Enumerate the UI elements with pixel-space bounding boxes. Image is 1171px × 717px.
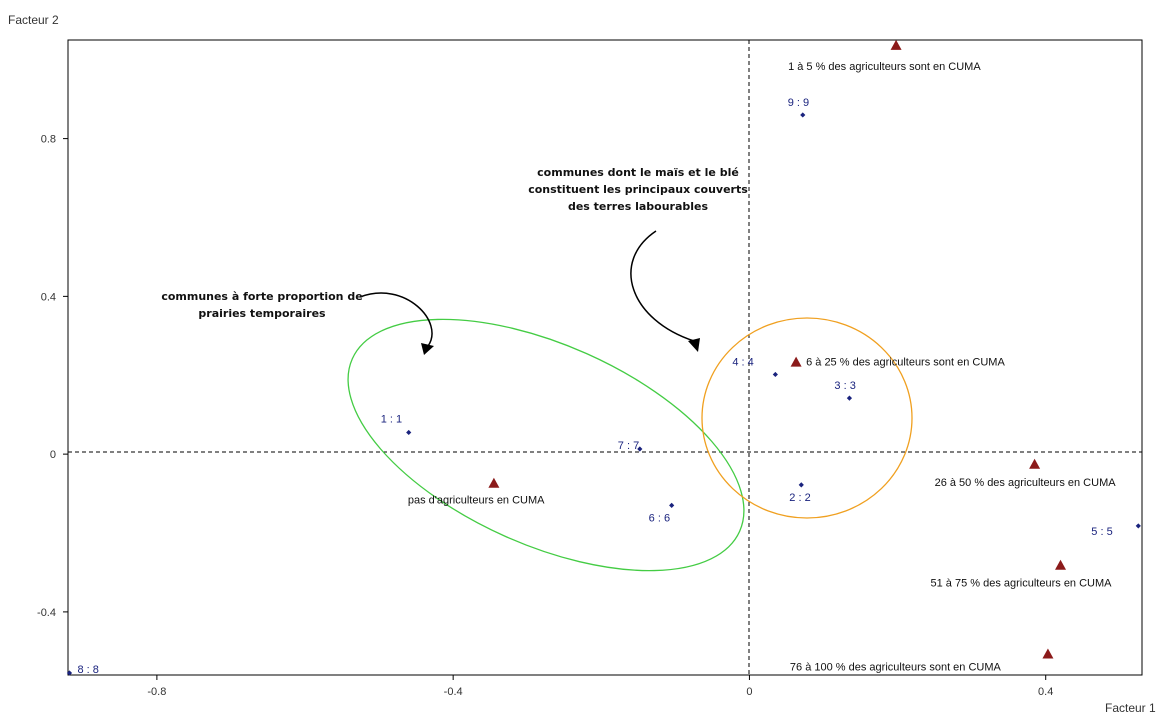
modality-marker bbox=[890, 39, 902, 50]
modality-marker bbox=[1029, 458, 1041, 469]
y-tick-label: 0.8 bbox=[41, 134, 56, 146]
annotation-arrow-prairies bbox=[359, 292, 433, 347]
y-tick-label: 0 bbox=[50, 449, 56, 461]
annotation-arrowhead-mais-ble bbox=[688, 338, 700, 352]
modality-label: 1 à 5 % des agriculteurs sont en CUMA bbox=[788, 61, 981, 73]
commune-label-1: 1 : 1 bbox=[381, 413, 402, 425]
y-tick-label: -0.4 bbox=[37, 607, 56, 619]
y-axis-ticks: 0.8 0.4 0 -0.4 bbox=[37, 134, 68, 619]
commune-label-5: 5 : 5 bbox=[1091, 526, 1112, 538]
annotation-line: constituent les principaux couverts bbox=[528, 183, 748, 196]
modality-points: 1 à 5 % des agriculteurs sont en CUMA 6 à… bbox=[408, 39, 1117, 673]
commune-point-3 bbox=[846, 395, 853, 401]
modality-marker bbox=[790, 356, 802, 367]
modality-label: pas d'agriculteurs en CUMA bbox=[408, 495, 545, 507]
modality-marker bbox=[1042, 648, 1054, 659]
commune-point-8 bbox=[66, 670, 73, 676]
modality-label: 76 à 100 % des agriculteurs sont en CUMA bbox=[790, 661, 1002, 673]
x-tick-label: 0.4 bbox=[1038, 686, 1053, 698]
annotation-arrowhead-prairies bbox=[421, 343, 434, 355]
annotation-prairies: communes à forte proportion de prairies … bbox=[161, 290, 362, 320]
commune-label-4: 4 : 4 bbox=[732, 356, 753, 368]
commune-point-9 bbox=[800, 112, 806, 118]
orange-ellipse bbox=[701, 317, 913, 519]
modality-label: 6 à 25 % des agriculteurs sont en CUMA bbox=[806, 357, 1005, 369]
x-tick-label: -0.4 bbox=[444, 686, 463, 698]
commune-label-8: 8 : 8 bbox=[77, 664, 98, 676]
annotation-line: prairies temporaires bbox=[198, 307, 326, 320]
commune-point-1 bbox=[406, 429, 412, 436]
plot-frame bbox=[67, 39, 1143, 676]
commune-point-5 bbox=[1135, 523, 1141, 529]
commune-label-7: 7 : 7 bbox=[618, 440, 639, 452]
modality-marker bbox=[1055, 559, 1067, 570]
commune-point-2 bbox=[798, 482, 804, 488]
x-axis-ticks: -0.8 -0.4 0 0.4 bbox=[147, 675, 1053, 698]
annotation-mais-ble: communes dont le maïs et le blé constitu… bbox=[528, 166, 748, 213]
annotation-line: des terres labourables bbox=[568, 200, 709, 213]
annotation-line: communes à forte proportion de bbox=[161, 290, 362, 303]
annotation-line: communes dont le maïs et le blé bbox=[537, 166, 739, 179]
y-axis-title: Facteur 2 bbox=[8, 13, 59, 27]
modality-label: 51 à 75 % des agriculteurs en CUMA bbox=[931, 578, 1113, 590]
commune-point-7 bbox=[637, 446, 643, 452]
commune-point-6 bbox=[669, 502, 675, 509]
modality-label: 26 à 50 % des agriculteurs en CUMA bbox=[935, 477, 1117, 489]
x-tick-label: 0 bbox=[746, 686, 752, 698]
commune-label-6: 6 : 6 bbox=[649, 512, 670, 524]
green-ellipse bbox=[347, 318, 745, 572]
commune-points: 1 : 1 2 : 2 3 : 3 4 : 4 5 : 5 6 : 6 7 : 7 8 : 8… bbox=[66, 97, 1141, 676]
y-tick-label: 0.4 bbox=[41, 291, 56, 303]
commune-label-2: 2 : 2 bbox=[789, 492, 810, 504]
x-axis-title: Facteur 1 bbox=[1105, 701, 1156, 715]
annotation-arrow-mais-ble bbox=[630, 230, 695, 342]
commune-label-9: 9 : 9 bbox=[788, 97, 809, 109]
x-tick-label: -0.8 bbox=[147, 686, 166, 698]
commune-point-4 bbox=[772, 371, 778, 378]
commune-label-3: 3 : 3 bbox=[834, 380, 855, 392]
modality-marker bbox=[488, 477, 500, 488]
